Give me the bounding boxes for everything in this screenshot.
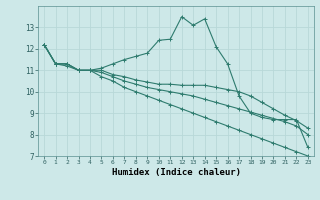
X-axis label: Humidex (Indice chaleur): Humidex (Indice chaleur) <box>111 168 241 177</box>
